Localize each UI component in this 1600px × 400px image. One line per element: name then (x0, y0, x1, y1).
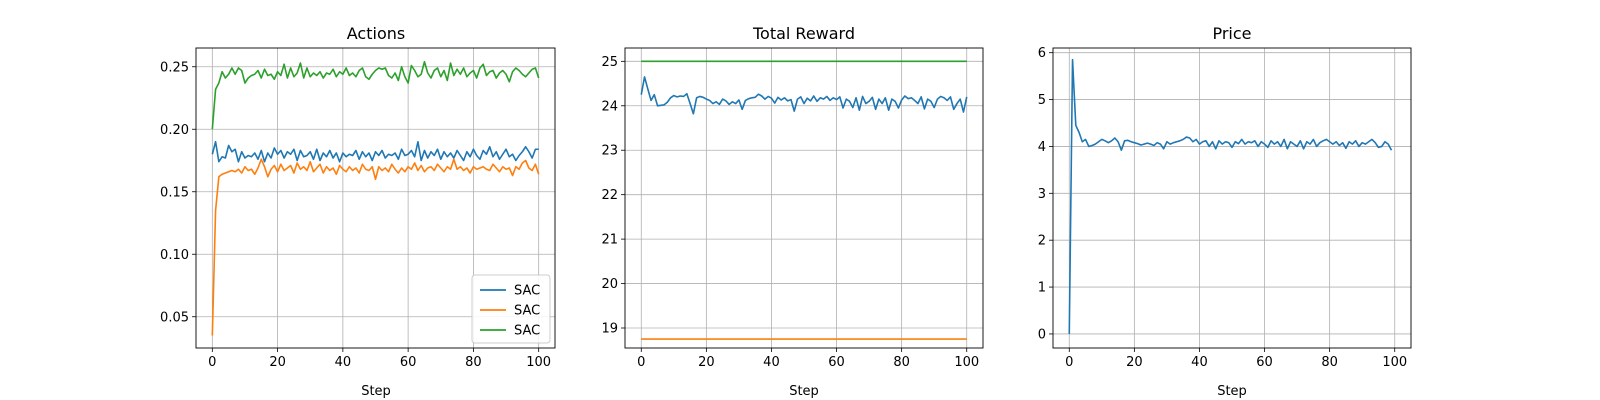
x-tick-label: 80 (465, 355, 482, 370)
legend: SAC SAC SAC (471, 274, 551, 344)
y-tick-label: 24 (601, 99, 618, 114)
y-tick-label: 6 (1038, 46, 1046, 61)
x-tick-label: 20 (698, 355, 715, 370)
y-tick-label: 0.10 (160, 248, 189, 263)
series-line-1 (1068, 58, 1393, 334)
x-tick-label: 40 (1191, 355, 1208, 370)
series-group (211, 60, 540, 336)
y-tick-label: 0.20 (160, 123, 189, 138)
y-tick-label: 1 (1038, 281, 1046, 296)
y-tick-label: 0 (1038, 327, 1046, 342)
chart-panel-price: Price Step 0 20 40 60 80 100 0 1 2 3 4 5 6 (1038, 24, 1412, 399)
x-tick-label: 100 (526, 355, 551, 370)
y-tick-label: 3 (1038, 187, 1046, 202)
chart-panel-actions: Actions Step 0 20 40 60 80 100 0.05 0.10 0.15 0.2… (160, 24, 556, 399)
chart-panel-total-reward: Total Reward Step 0 20 40 60 80 100 19 20 21 22 23… (601, 24, 984, 399)
plot-frame (195, 47, 556, 349)
y-tick-label: 20 (601, 277, 618, 292)
x-tick-label: 100 (954, 355, 979, 370)
y-tick-label: 4 (1038, 140, 1046, 155)
y-tick-label: 5 (1038, 93, 1046, 108)
chart-title: Actions (347, 24, 405, 43)
x-axis-label: Step (789, 384, 819, 399)
axes: 0 20 40 60 80 100 19 20 21 22 23 24 25 (601, 47, 984, 370)
x-tick-label: 20 (269, 355, 286, 370)
x-tick-label: 80 (1321, 355, 1338, 370)
y-tick-label: 22 (601, 188, 618, 203)
x-tick-label: 100 (1382, 355, 1407, 370)
y-tick-label: 0.05 (160, 310, 189, 325)
x-tick-label: 60 (828, 355, 845, 370)
x-tick-label: 0 (1065, 355, 1073, 370)
legend-entry: SAC (514, 284, 540, 299)
series-line-2 (211, 158, 540, 336)
plot-frame (1052, 47, 1412, 349)
y-tick-label: 19 (601, 322, 618, 337)
plot-frame (624, 47, 984, 349)
y-tick-label: 2 (1038, 234, 1046, 249)
x-tick-label: 60 (400, 355, 417, 370)
x-axis-label: Step (1217, 384, 1247, 399)
axes: 0 20 40 60 80 100 0 1 2 3 4 5 6 (1038, 46, 1412, 370)
legend-entry: SAC (514, 304, 540, 319)
series-line-1 (640, 76, 968, 115)
x-tick-label: 0 (208, 355, 216, 370)
y-tick-label: 25 (601, 55, 618, 70)
legend-box (471, 274, 551, 344)
series-line-1 (211, 140, 539, 163)
chart-title: Price (1212, 24, 1251, 43)
y-tick-label: 0.25 (160, 60, 189, 75)
x-axis-label: Step (361, 384, 391, 399)
chart-title: Total Reward (752, 24, 855, 43)
axes: 0 20 40 60 80 100 0.05 0.10 0.15 0.20 0.25 (160, 47, 556, 370)
x-tick-label: 40 (763, 355, 780, 370)
series-line-3 (211, 60, 540, 130)
y-tick-label: 23 (601, 144, 618, 159)
x-tick-label: 60 (1256, 355, 1273, 370)
series-group (1068, 58, 1393, 334)
y-tick-label: 0.15 (160, 185, 189, 200)
x-tick-label: 20 (1126, 355, 1143, 370)
x-tick-label: 80 (893, 355, 910, 370)
x-tick-label: 40 (335, 355, 352, 370)
series-group (640, 60, 968, 340)
legend-entry: SAC (514, 324, 540, 339)
x-tick-label: 0 (637, 355, 645, 370)
y-tick-label: 21 (601, 233, 618, 248)
